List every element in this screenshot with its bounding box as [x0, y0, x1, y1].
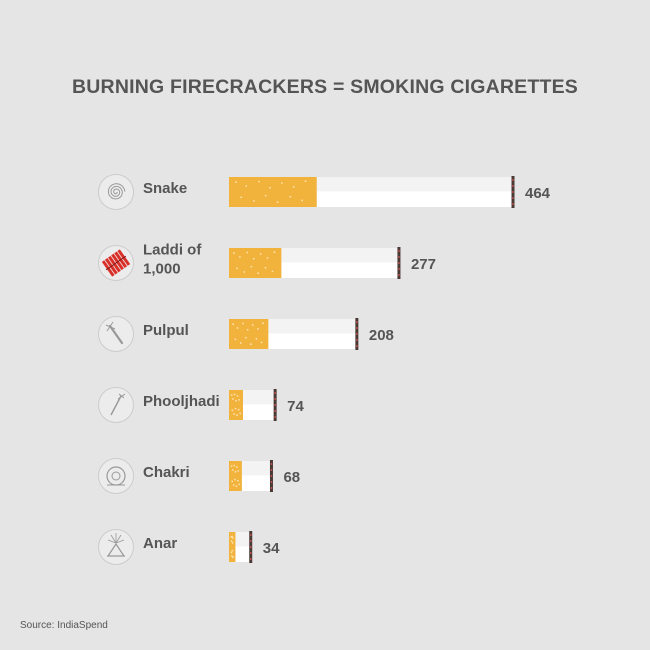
category-label: Laddi of 1,000 [143, 242, 202, 278]
firecracker-string-icon [98, 245, 134, 281]
category-label: Snake [143, 180, 187, 197]
value-label: 74 [287, 398, 304, 415]
bar [229, 389, 277, 421]
value-label: 208 [369, 327, 394, 344]
source-note: Source: IndiaSpend [20, 620, 108, 631]
category-label: Chakri [143, 464, 190, 481]
value-label: 34 [263, 540, 280, 557]
category-label: Pulpul [143, 322, 189, 339]
category-label: Anar [143, 535, 177, 552]
bar [229, 531, 253, 563]
value-label: 68 [283, 469, 300, 486]
value-label: 277 [411, 256, 436, 273]
sparkler-icon [98, 387, 134, 423]
bar [229, 318, 359, 350]
spiral-icon [98, 174, 134, 210]
pulpul-stick-icon [98, 316, 134, 352]
chart-title: BURNING FIRECRACKERS = SMOKING CIGARETTE… [71, 76, 579, 98]
category-label: Phooljhadi [143, 393, 220, 410]
bar [229, 460, 273, 492]
bar [229, 247, 401, 279]
value-label: 464 [525, 185, 551, 202]
bar [229, 176, 515, 208]
anar-cone-icon [98, 529, 134, 565]
chakri-wheel-icon [98, 458, 134, 494]
